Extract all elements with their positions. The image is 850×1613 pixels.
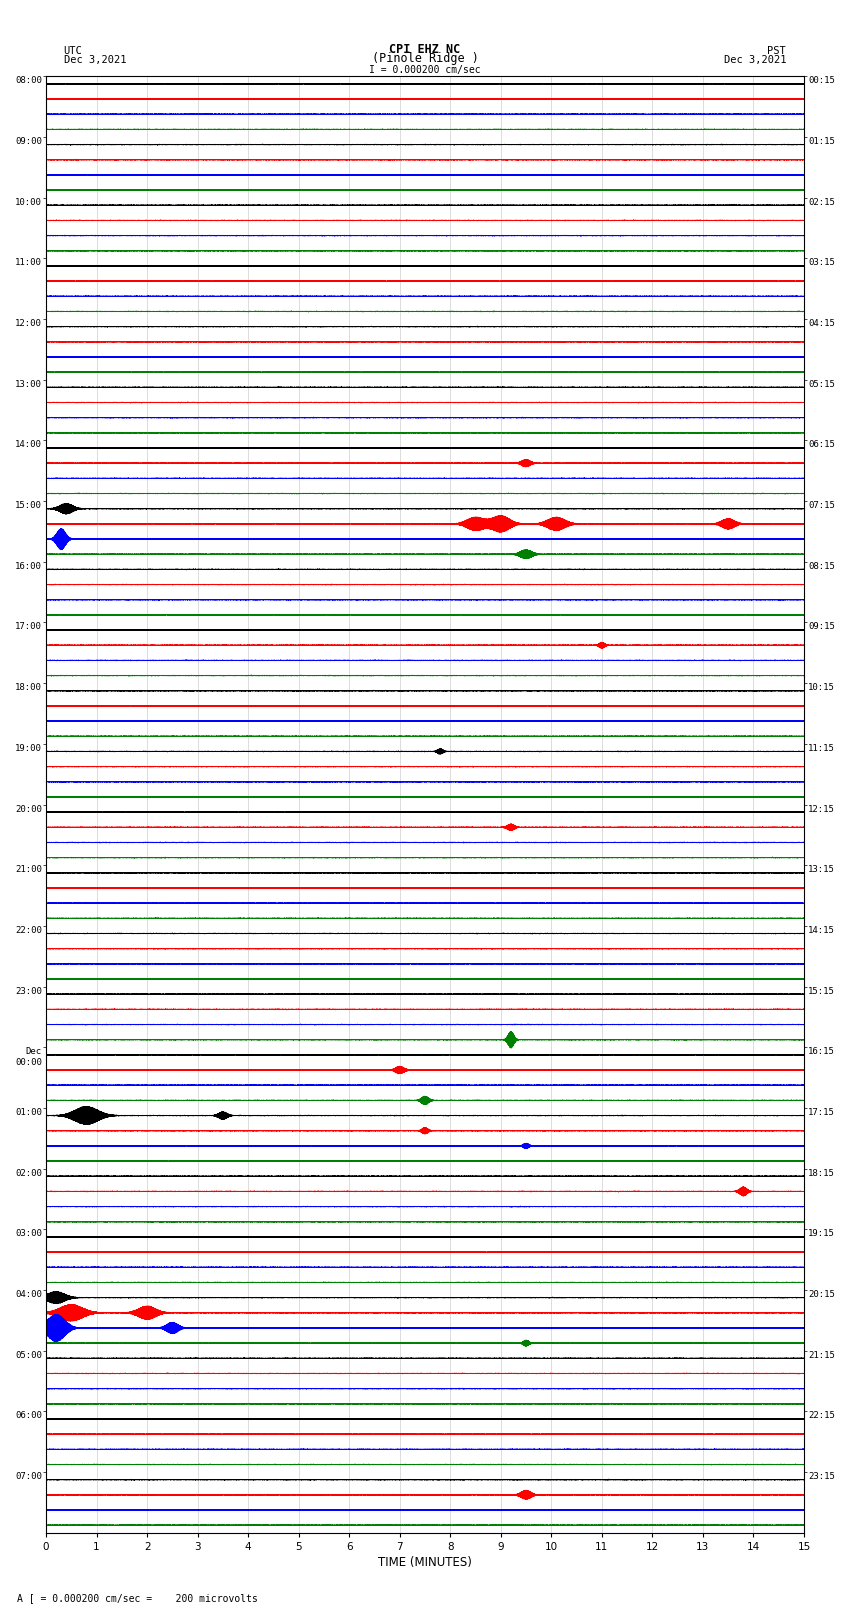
Text: PST: PST [768, 45, 786, 56]
Text: (Pinole Ridge ): (Pinole Ridge ) [371, 52, 479, 65]
Text: I = 0.000200 cm/sec: I = 0.000200 cm/sec [369, 65, 481, 76]
Text: Dec 3,2021: Dec 3,2021 [64, 55, 127, 65]
X-axis label: TIME (MINUTES): TIME (MINUTES) [378, 1557, 472, 1569]
Text: CPI EHZ NC: CPI EHZ NC [389, 42, 461, 56]
Text: Dec 3,2021: Dec 3,2021 [723, 55, 786, 65]
Text: A [ = 0.000200 cm/sec =    200 microvolts: A [ = 0.000200 cm/sec = 200 microvolts [17, 1594, 258, 1603]
Text: UTC: UTC [64, 45, 82, 56]
